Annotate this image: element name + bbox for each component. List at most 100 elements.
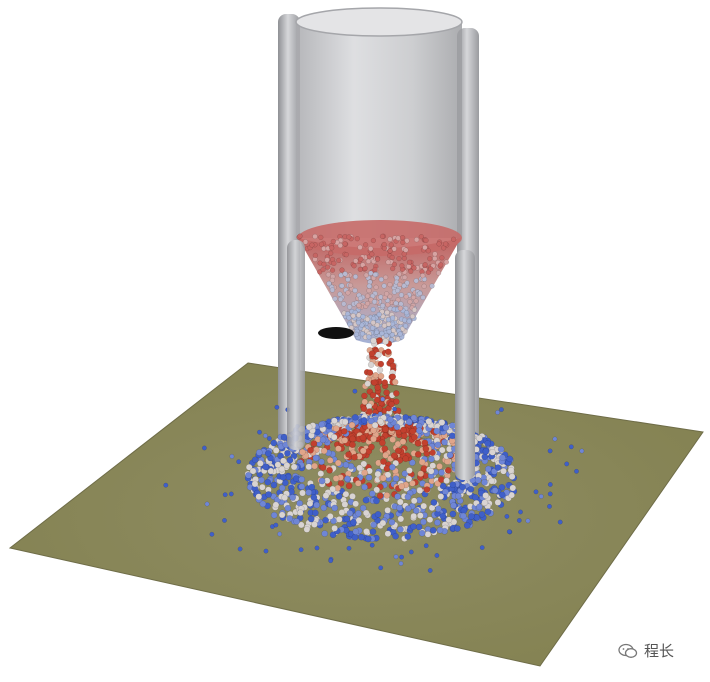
particle xyxy=(401,432,408,440)
particle xyxy=(361,398,368,406)
particle xyxy=(298,476,306,483)
particle xyxy=(373,497,380,505)
particle xyxy=(444,467,452,474)
particle xyxy=(338,509,346,516)
particle xyxy=(388,518,396,526)
particle xyxy=(396,256,402,262)
particle xyxy=(326,513,334,520)
particle xyxy=(384,471,392,479)
particle xyxy=(326,466,333,474)
particle xyxy=(352,274,359,280)
particle xyxy=(468,513,475,520)
particle xyxy=(364,316,371,322)
particle xyxy=(387,293,393,300)
particle xyxy=(222,492,228,498)
particle xyxy=(364,535,372,543)
particle xyxy=(339,267,345,273)
particle xyxy=(297,509,304,517)
particle xyxy=(488,477,495,485)
particle xyxy=(533,489,539,495)
particle xyxy=(256,460,264,467)
particle xyxy=(414,439,422,447)
particle xyxy=(370,521,378,529)
particle xyxy=(382,426,389,433)
particle xyxy=(403,247,409,253)
particle xyxy=(372,272,378,278)
particle xyxy=(228,491,234,497)
particle xyxy=(408,549,414,555)
particle xyxy=(366,334,372,340)
particle xyxy=(345,451,352,458)
particle xyxy=(438,419,446,426)
particle xyxy=(332,296,338,302)
particle xyxy=(509,484,517,492)
particle xyxy=(389,362,397,370)
particle xyxy=(392,475,400,483)
particle xyxy=(302,239,309,245)
particle xyxy=(406,467,413,474)
particle xyxy=(245,471,252,479)
particle xyxy=(454,492,462,500)
particle xyxy=(350,313,356,319)
particle xyxy=(450,502,457,509)
particle xyxy=(346,234,352,240)
particle xyxy=(491,487,499,494)
particle xyxy=(453,525,461,532)
particle xyxy=(343,475,351,483)
particle xyxy=(547,448,553,454)
particle xyxy=(371,379,378,386)
particle xyxy=(410,497,418,505)
particle xyxy=(506,455,514,463)
particle xyxy=(331,525,338,532)
particle xyxy=(274,461,282,469)
particle xyxy=(389,463,396,471)
particle xyxy=(328,250,334,256)
particle xyxy=(356,302,362,309)
particle xyxy=(265,491,272,498)
particle xyxy=(368,350,376,357)
particle xyxy=(318,241,325,247)
particle xyxy=(378,565,384,571)
particle xyxy=(386,321,392,327)
particle xyxy=(308,483,316,491)
particle xyxy=(330,433,338,441)
particle xyxy=(262,463,270,471)
particle xyxy=(370,325,376,331)
particle xyxy=(474,476,482,484)
particle xyxy=(396,498,404,506)
particle xyxy=(351,414,359,421)
particle xyxy=(437,476,445,483)
particle xyxy=(393,423,401,431)
particle xyxy=(347,304,353,310)
particle xyxy=(434,441,442,449)
particle xyxy=(387,248,393,254)
particle xyxy=(439,482,447,490)
particle xyxy=(258,483,266,491)
particle xyxy=(278,465,286,473)
particle xyxy=(445,516,453,524)
particle xyxy=(342,461,350,469)
particle xyxy=(237,546,243,552)
particle xyxy=(408,268,414,275)
particle xyxy=(297,521,305,529)
particle xyxy=(459,483,466,491)
particle xyxy=(379,233,386,240)
particle xyxy=(342,241,348,247)
particle xyxy=(504,514,510,519)
particle xyxy=(355,320,362,326)
particle xyxy=(393,300,399,306)
particle xyxy=(320,447,328,455)
particle xyxy=(410,414,418,422)
particle xyxy=(236,459,242,465)
particle xyxy=(427,256,433,262)
particle xyxy=(354,236,360,242)
particle xyxy=(303,526,311,533)
particle xyxy=(305,423,313,431)
particle xyxy=(383,465,391,473)
particle xyxy=(305,463,313,471)
particle xyxy=(343,252,349,258)
particle xyxy=(497,445,505,453)
particle xyxy=(392,532,399,540)
particle xyxy=(410,313,416,320)
